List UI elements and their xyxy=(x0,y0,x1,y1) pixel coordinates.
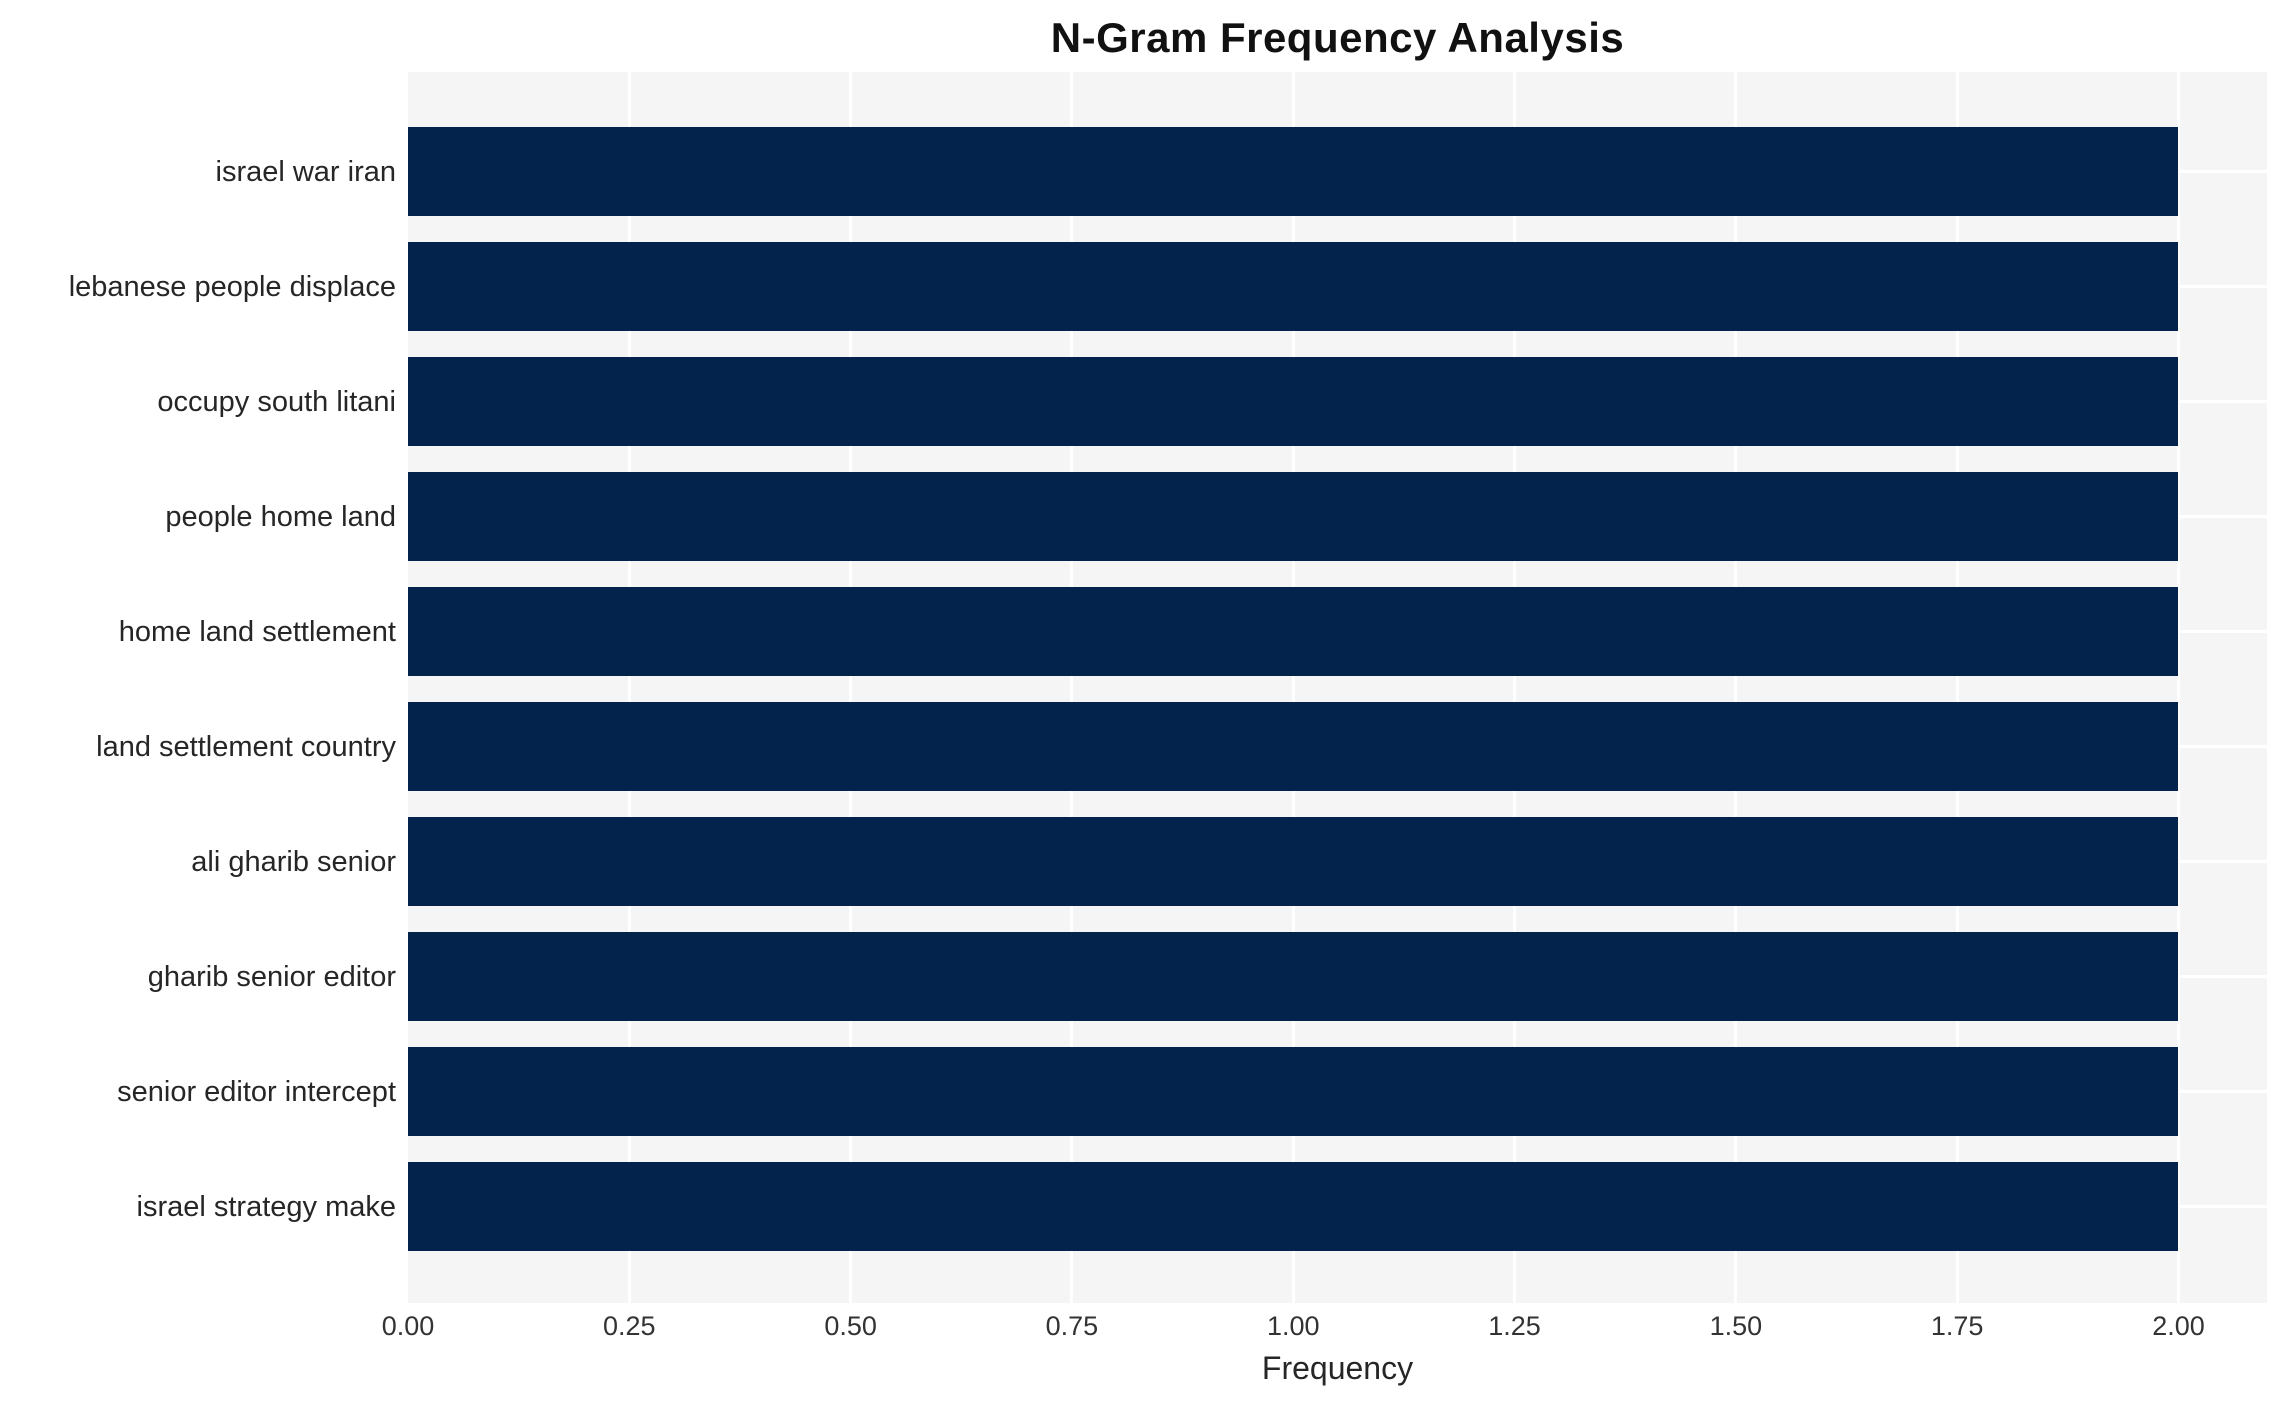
plot-area xyxy=(408,72,2267,1303)
bar-israel-war-iran xyxy=(408,127,2179,216)
x-tick-label: 1.75 xyxy=(1930,1311,1984,1341)
x-tick-label: 1.25 xyxy=(1488,1311,1541,1341)
x-tick-label: 0.25 xyxy=(603,1311,656,1341)
v-gridline xyxy=(1955,72,1959,1303)
v-gridline xyxy=(1291,72,1295,1303)
v-gridline xyxy=(849,72,853,1303)
bar-land-settlement-country xyxy=(408,702,2179,791)
x-tick-label: 1.50 xyxy=(1709,1311,1763,1341)
v-gridline xyxy=(2176,72,2180,1303)
y-tick-label: israel war iran xyxy=(215,155,397,188)
x-tick-label: 2.00 xyxy=(2152,1311,2205,1341)
x-tick-label: 0.75 xyxy=(1045,1311,1099,1341)
y-tick-label: lebanese people displace xyxy=(68,270,396,303)
bar-people-home-land xyxy=(408,472,2179,561)
y-tick-label: home land settlement xyxy=(118,615,396,648)
bar-ali-gharib-senior xyxy=(408,817,2179,906)
y-tick-label: ali gharib senior xyxy=(191,845,396,878)
v-gridline xyxy=(1513,72,1517,1303)
bar-israel-strategy-make xyxy=(408,1162,2179,1251)
bar-senior-editor-intercept xyxy=(408,1047,2179,1136)
v-gridline xyxy=(1070,72,1074,1303)
bar-occupy-south-litani xyxy=(408,357,2179,446)
y-tick-label: occupy south litani xyxy=(157,385,396,418)
y-tick-label: people home land xyxy=(165,500,396,533)
chart-title: N-Gram Frequency Analysis xyxy=(1050,14,1625,61)
y-tick-label: land settlement country xyxy=(96,730,396,763)
y-tick-label: israel strategy make xyxy=(136,1190,397,1223)
v-gridline xyxy=(1734,72,1738,1303)
v-gridline xyxy=(627,72,631,1303)
x-tick-label: 1.00 xyxy=(1266,1311,1320,1341)
y-tick-label: gharib senior editor xyxy=(147,960,396,993)
x-tick-label: 0.00 xyxy=(381,1311,435,1341)
x-tick-label: 0.50 xyxy=(824,1311,877,1341)
y-tick-label: senior editor intercept xyxy=(117,1075,396,1108)
bar-home-land-settlement xyxy=(408,587,2179,676)
bar-lebanese-people-displace xyxy=(408,242,2179,331)
x-axis-title: Frequency xyxy=(1261,1350,1414,1386)
bar-gharib-senior-editor xyxy=(408,932,2179,1021)
